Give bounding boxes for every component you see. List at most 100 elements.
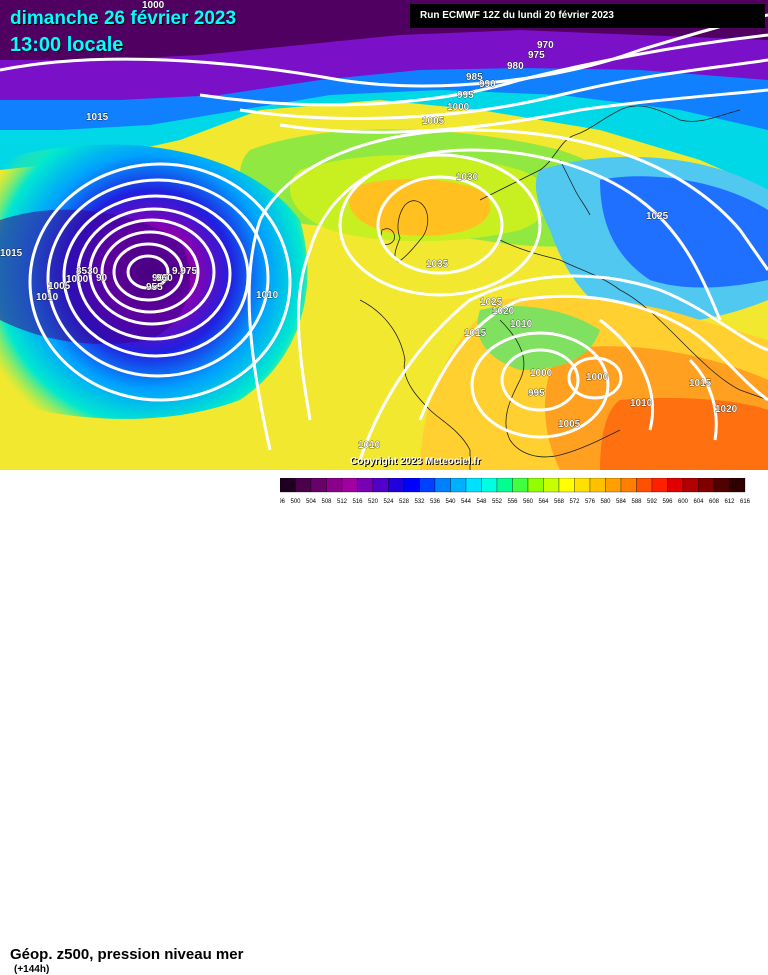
pressure-label: 1010 [510, 319, 533, 330]
scale-swatch [698, 478, 715, 493]
scale-label: 516 [352, 499, 363, 505]
pressure-label: 1020 [715, 404, 738, 415]
scale-label: 568 [554, 499, 565, 505]
pressure-label: 960 [156, 273, 173, 284]
coastlines [359, 105, 768, 470]
pressure-label: 1005 [422, 116, 445, 127]
scale-swatch [558, 478, 575, 493]
scale-swatch [326, 478, 343, 493]
pressure-label: 1000 [586, 372, 609, 383]
scale-swatch [620, 478, 637, 493]
pressure-label: 1005 [48, 281, 71, 292]
pressure-label: 1000 [530, 368, 553, 379]
scale-label: 548 [476, 499, 487, 505]
pressure-label: 980 [507, 61, 524, 72]
forecast-map: 1000 970 975 980 985 990 995 1000 1005 1… [0, 0, 768, 470]
pressure-label: 1000 [447, 102, 470, 113]
scale-label: 608 [709, 499, 720, 505]
scale-swatch [496, 478, 513, 493]
scale-swatches [280, 478, 746, 493]
scale-label: 580 [600, 499, 611, 505]
scale-swatch [667, 478, 684, 493]
lead-time: (+144h) [14, 964, 50, 975]
scale-label: 588 [631, 499, 642, 505]
pressure-label: 1005 [558, 419, 581, 430]
variable-title: Géop. z500, pression niveau mer [10, 946, 244, 963]
scale-swatch [543, 478, 560, 493]
scale-label: 544 [461, 499, 472, 505]
pressure-label: 9.975 [172, 266, 197, 277]
pressure-label: 1015 [689, 378, 712, 389]
scale-label: 556 [507, 499, 518, 505]
pressure-label: 985 [466, 72, 483, 83]
pressure-label: 1010 [256, 290, 279, 301]
scale-label: 540 [445, 499, 456, 505]
scale-label: 508 [321, 499, 332, 505]
scale-swatch [713, 478, 730, 493]
pressure-label: 995 [457, 90, 474, 101]
scale-swatch [729, 478, 746, 493]
scale-swatch [450, 478, 467, 493]
scale-label: 592 [647, 499, 658, 505]
scale-label: 536 [430, 499, 441, 505]
scale-label: 612 [724, 499, 735, 505]
pressure-label: 1025 [480, 297, 503, 308]
scale-label: 496 [280, 499, 286, 505]
pressure-label: 1000 [142, 0, 165, 11]
scale-swatch [419, 478, 436, 493]
scale-label: 500 [290, 499, 301, 505]
scale-label: 552 [492, 499, 503, 505]
scale-label: 596 [662, 499, 673, 505]
scale-swatch [403, 478, 420, 493]
pressure-label: 90 [96, 273, 108, 284]
scale-label: 604 [693, 499, 704, 505]
pressure-label: 970 [537, 40, 554, 51]
scale-swatch [589, 478, 606, 493]
scale-swatch [527, 478, 544, 493]
pressure-label: 8530 [76, 266, 99, 277]
scale-label: 584 [616, 499, 627, 505]
pressure-label: 1010 [630, 398, 653, 409]
scale-label: 524 [383, 499, 394, 505]
scale-swatch [434, 478, 451, 493]
scale-swatch [651, 478, 668, 493]
pressure-label: 1020 [492, 306, 515, 317]
scale-swatch [372, 478, 389, 493]
scale-swatch [465, 478, 482, 493]
scale-label: 560 [523, 499, 534, 505]
scale-label: 512 [337, 499, 348, 505]
scale-swatch [636, 478, 653, 493]
pressure-label: 1015 [0, 248, 23, 259]
isobar-labels: 1000 970 975 980 985 990 995 1000 1005 1… [0, 0, 738, 451]
pressure-label: 1030 [456, 172, 479, 183]
pressure-label: 975 [528, 50, 545, 61]
pressure-label: 1025 [646, 211, 669, 222]
scale-label: 576 [585, 499, 596, 505]
scale-swatch [512, 478, 529, 493]
scale-swatch [481, 478, 498, 493]
scale-swatch [295, 478, 312, 493]
pressure-label: 1010 [358, 440, 381, 451]
pressure-label: 995 [528, 388, 545, 399]
pressure-label: 1035 [426, 259, 449, 270]
forecast-local-time: 13:00 locale [10, 34, 124, 56]
pressure-label: 1010 [36, 292, 59, 303]
scale-swatch [605, 478, 622, 493]
scale-label: 616 [740, 499, 751, 505]
scale-label: 532 [414, 499, 425, 505]
scale-labels: 496 500 504 508 512 516 520 524 528 532 536 540 544 5… [280, 499, 751, 505]
pressure-label: 1015 [464, 328, 487, 339]
scale-label: 600 [678, 499, 689, 505]
pressure-label: 955 [146, 282, 163, 293]
scale-label: 504 [306, 499, 317, 505]
run-info-banner: Run ECMWF 12Z du lundi 20 février 2023 [410, 4, 765, 28]
forecast-date: dimanche 26 février 2023 [10, 8, 237, 29]
scale-swatch [280, 478, 296, 493]
pressure-isobars [0, 13, 768, 461]
pressure-label: 1000 [66, 274, 89, 285]
scale-swatch [574, 478, 591, 493]
scale-swatch [388, 478, 405, 493]
pressure-label: 1015 [86, 112, 109, 123]
scale-swatch [682, 478, 699, 493]
pressure-label: 990 [479, 79, 496, 90]
